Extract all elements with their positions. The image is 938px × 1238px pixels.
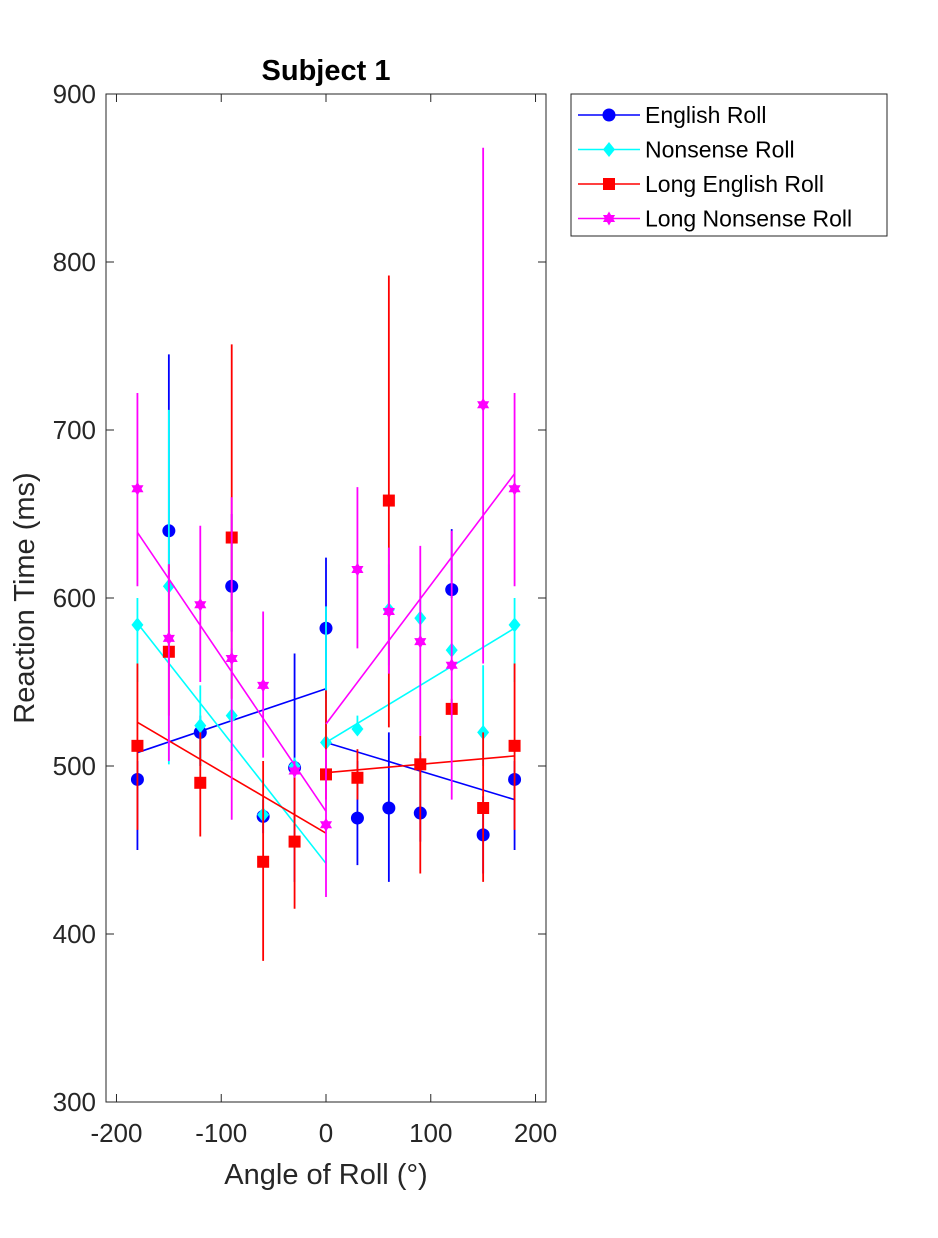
data-point: [257, 678, 270, 693]
data-point: [382, 604, 395, 619]
marker-part: [445, 661, 458, 673]
y-tick-label: 900: [53, 79, 96, 109]
data-point: [382, 801, 396, 815]
data-point: [194, 718, 207, 734]
marker-part: [602, 215, 616, 226]
chart-title: Subject 1: [262, 55, 391, 87]
plot-content: [130, 147, 522, 961]
data-point: [257, 855, 270, 868]
legend-label: Long English Roll: [645, 171, 824, 197]
data-point: [351, 771, 364, 784]
marker-part: [414, 638, 427, 649]
data-point: [508, 617, 521, 633]
data-point: [194, 597, 207, 612]
y-tick-label: 700: [53, 415, 96, 445]
data-point: [131, 617, 144, 633]
data-point: [350, 811, 364, 825]
y-tick-label: 800: [53, 247, 96, 277]
legend-label: English Roll: [645, 102, 766, 128]
marker-part: [288, 767, 301, 779]
data-point: [288, 764, 301, 779]
y-tick-label: 400: [53, 919, 96, 949]
x-tick-label: 200: [514, 1118, 557, 1148]
marker-part: [508, 485, 521, 496]
legend-marker: [602, 211, 616, 226]
y-tick-label: 500: [53, 751, 96, 781]
data-point: [508, 739, 521, 752]
series-long-nonsense-roll: [131, 147, 521, 898]
data-point: [131, 481, 144, 496]
legend-label: Long Nonsense Roll: [645, 206, 852, 232]
marker-part: [257, 681, 270, 693]
data-point: [351, 721, 364, 737]
y-axis-label: Reaction Time (ms): [9, 472, 41, 723]
x-axis-label: Angle of Roll (°): [224, 1159, 427, 1191]
marker-part: [194, 601, 207, 612]
legend-marker: [603, 178, 615, 190]
data-point: [319, 817, 333, 832]
data-point: [351, 562, 364, 577]
marker-part: [162, 634, 175, 646]
y-tick-label: 300: [53, 1087, 96, 1117]
y-tick-label: 600: [53, 583, 96, 613]
legend-label: Nonsense Roll: [645, 137, 795, 163]
x-tick-label: 100: [409, 1118, 452, 1148]
data-point: [508, 481, 521, 496]
legend-marker: [602, 108, 616, 122]
data-point: [194, 776, 207, 789]
x-tick-label: -200: [90, 1118, 142, 1148]
data-point: [162, 631, 175, 646]
marker-part: [477, 401, 490, 412]
data-point: [445, 658, 458, 673]
legend-marker: [603, 142, 615, 157]
data-point: [288, 835, 301, 848]
axes: -200 -100 0 100 200 300 400 500 600 700 800 900: [53, 79, 558, 1148]
marker-part: [225, 654, 238, 666]
x-tick-label: -100: [195, 1118, 247, 1148]
marker-part: [382, 607, 395, 619]
data-point: [225, 651, 238, 666]
marker-part: [319, 821, 333, 832]
marker-part: [351, 565, 364, 577]
data-point: [414, 758, 427, 771]
legend: English Roll Nonsense Roll Long English Ro…: [570, 93, 888, 237]
x-tick-label: 0: [319, 1118, 333, 1148]
legend-box: [570, 93, 888, 237]
data-point: [477, 397, 490, 412]
marker-part: [131, 485, 144, 496]
data-point: [131, 739, 144, 752]
data-point: [414, 634, 427, 649]
data-point: [477, 802, 490, 814]
data-point: [382, 494, 395, 507]
fit-line: [325, 473, 516, 725]
